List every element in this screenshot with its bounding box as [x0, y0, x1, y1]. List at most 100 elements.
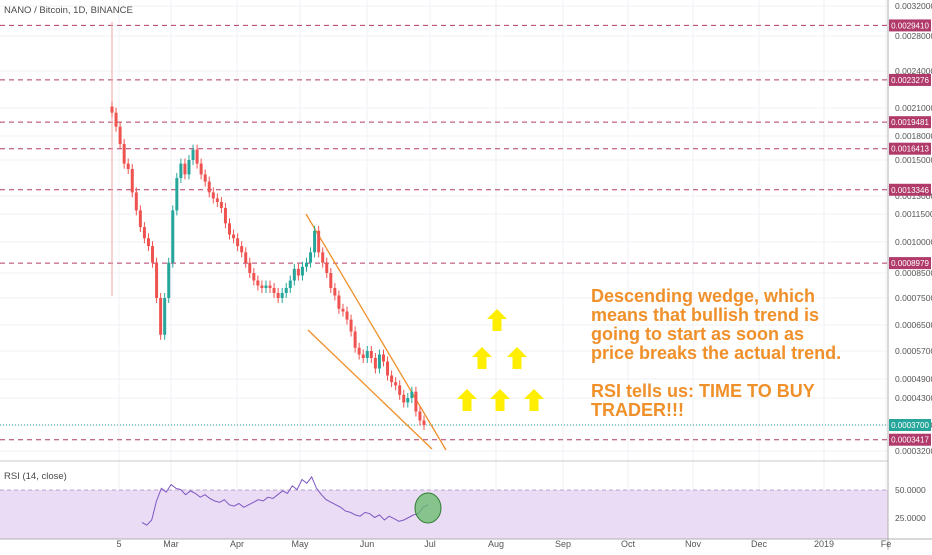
up-arrow-icon [507, 347, 527, 369]
x-tick-label: Apr [230, 539, 244, 549]
candle-body [280, 293, 284, 298]
y-tick-label: 0.0008500 [895, 268, 932, 278]
candle-body [110, 106, 114, 113]
level-badge [889, 257, 931, 270]
candle-body [232, 234, 236, 239]
candle-body [236, 238, 240, 247]
y-tick-label: 0.0028000 [895, 31, 932, 41]
candle-body [288, 280, 292, 288]
candle-body [365, 351, 369, 358]
candle-body [138, 210, 142, 228]
candle-body [333, 288, 337, 296]
x-tick-label: May [291, 539, 309, 549]
rsi-line [141, 475, 429, 526]
level-badge-label: 0.0029410 [891, 21, 929, 30]
x-tick-label: 5 [116, 539, 121, 549]
candle-body [244, 252, 248, 263]
y-tick-label: 0.0011500 [895, 209, 932, 219]
level-badge [889, 142, 931, 155]
y-tick-label: 0.0015000 [895, 155, 932, 165]
candle-body [167, 262, 171, 298]
candle-body [292, 268, 296, 281]
candle-body [357, 347, 361, 355]
candle-body [276, 293, 280, 298]
candle-body [187, 160, 191, 175]
annotation-text: Descending wedge, which means that bulli… [591, 286, 841, 420]
candle-body [219, 202, 223, 208]
x-tick-label: Dec [751, 539, 768, 549]
candle-body [228, 223, 232, 235]
candle-body [329, 273, 333, 288]
candle-body [390, 375, 394, 383]
candle-body [171, 210, 175, 263]
candle-body [381, 354, 385, 362]
candle-body [386, 361, 390, 376]
rsi-tick-25: 25.0000 [895, 513, 926, 523]
candle-body [130, 169, 134, 193]
level-badge [889, 19, 931, 32]
candle-body [151, 246, 155, 263]
y-tick-label: 0.0010000 [895, 237, 932, 247]
level-badge-label: 0.0003417 [891, 436, 929, 445]
candle-body [422, 420, 426, 425]
candle-body [410, 391, 414, 398]
x-tick-label: Nov [685, 539, 702, 549]
y-tick-label: 0.0003200 [895, 446, 932, 456]
candle-body [122, 144, 126, 164]
candle-body [195, 149, 199, 164]
level-badge [889, 433, 931, 446]
level-badge-label: 0.0016413 [891, 145, 929, 154]
candle-body [353, 331, 357, 348]
x-tick-label: Oct [621, 539, 636, 549]
candle-body [207, 181, 211, 193]
candle-body [264, 285, 268, 288]
candle-body [114, 112, 118, 127]
y-tick-label: 0.0007500 [895, 293, 932, 303]
up-arrow-icon [472, 347, 492, 369]
candle-body [361, 354, 365, 358]
candle-body [309, 252, 313, 263]
candle-body [300, 266, 304, 276]
candle-body [211, 192, 215, 199]
candle-body [215, 198, 219, 202]
candle-body [256, 280, 260, 286]
annotation-line-3: going to start as soon as [591, 324, 804, 344]
candle-body [337, 295, 341, 309]
candle-body [341, 308, 345, 312]
candle-body [118, 126, 122, 144]
candle-body [373, 358, 377, 369]
y-tick-label: 0.0004900 [895, 374, 932, 384]
rsi-tick-50: 50.0000 [895, 485, 926, 495]
candle-body [377, 354, 381, 369]
y-tick-label: 0.0006500 [895, 320, 932, 330]
x-tick-label: Jul [424, 539, 436, 549]
candle-body [163, 298, 167, 335]
candle-body [175, 178, 179, 211]
up-arrow-icon [487, 309, 507, 331]
rsi-band [0, 490, 888, 539]
chart-title: NANO / Bitcoin, 1D, BINANCE [4, 5, 133, 16]
y-tick-label: 0.0021000 [895, 103, 932, 113]
rsi-label-box [2, 469, 76, 483]
level-badge-label: 0.0013346 [891, 186, 929, 195]
x-tick-label: 2019 [814, 539, 834, 549]
wedge-lower-line [307, 329, 433, 450]
candle-body [191, 149, 195, 160]
level-badge-label: 0.0019481 [891, 118, 929, 127]
level-badge [889, 73, 931, 86]
candle-body [223, 208, 227, 224]
candle-body [398, 385, 402, 395]
up-arrow-icon [524, 389, 544, 411]
wedge-upper-line [305, 213, 447, 451]
candle-body [418, 411, 422, 421]
candle-body [317, 230, 321, 253]
rsi-highlight-circle [414, 492, 442, 524]
annotation-line-6: RSI tells us: TIME TO BUY [591, 381, 815, 401]
candle-body [240, 246, 244, 253]
current-price-badge [889, 419, 931, 431]
candle-body [402, 394, 406, 403]
candle-body [146, 238, 150, 247]
annotation-line-4: price breaks the actual trend. [591, 343, 841, 363]
